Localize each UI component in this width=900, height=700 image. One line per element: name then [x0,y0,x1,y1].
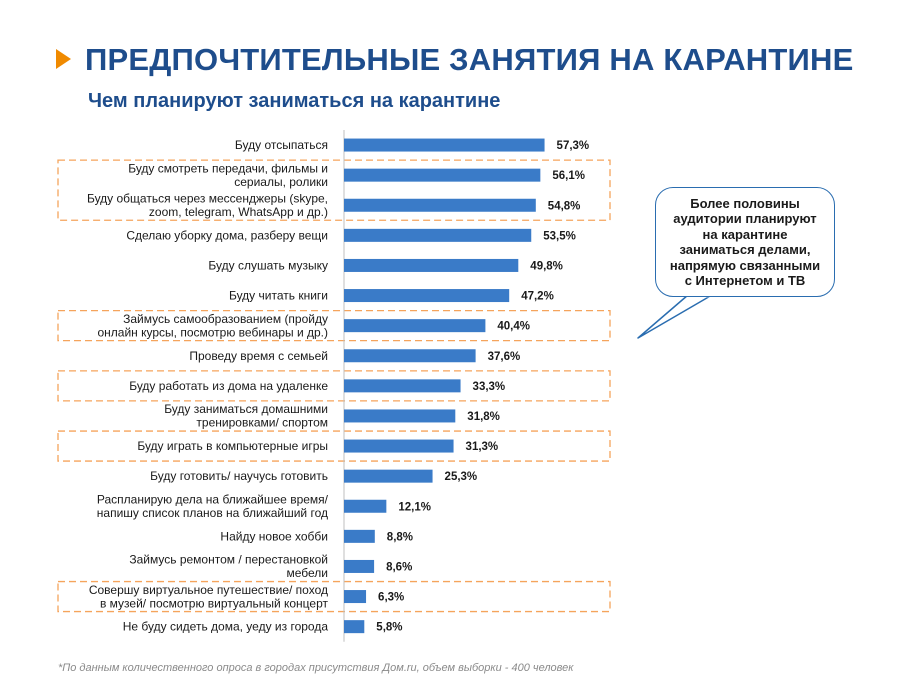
bar [344,469,433,483]
data-label: 31,8% [467,411,500,423]
category-label: напишу список планов на ближайший год [97,506,328,520]
category-label: Распланирую дела на ближайшее время/ [97,493,329,507]
category-label: Буду играть в компьютерные игры [137,439,328,453]
data-label: 47,2% [521,291,554,303]
bar [344,198,536,212]
data-label: 49,8% [530,260,563,272]
bar [344,439,454,453]
bar [344,409,456,423]
bar [344,138,545,152]
category-label: Буду работать из дома на удаленке [129,379,328,393]
highlight-box [57,309,611,342]
title-arrow-icon [56,49,71,69]
bar [344,228,532,242]
bar [344,559,375,573]
bar [344,319,486,333]
category-label: Буду отсыпаться [235,138,328,152]
category-label: Буду читать книги [229,289,328,303]
category-label: Займусь самообразованием (пройду [123,312,328,326]
data-label: 6,3% [378,592,404,604]
bar [344,379,461,393]
highlight-box [57,159,611,221]
category-label: Сделаю уборку дома, разберу вещи [126,228,328,242]
page-title: ПРЕДПОЧТИТЕЛЬНЫЕ ЗАНЯТИЯ НА КАРАНТИНЕ [85,42,854,77]
footnote: *По данным количественного опроса в горо… [58,662,574,674]
bar [344,349,476,363]
data-label: 57,3% [557,140,590,152]
data-label: 33,3% [473,381,506,393]
category-label: Буду общаться через мессенджеры (skype, [87,192,328,206]
category-label: Буду смотреть передачи, фильмы и [128,161,328,175]
data-label: 56,1% [552,170,585,182]
bar [344,590,367,604]
category-label: в музей/ посмотрю виртуальный концерт [100,596,329,610]
category-label: тренировками/ спортом [196,416,328,430]
data-label: 53,5% [543,230,576,242]
bar [344,620,365,634]
bar [344,168,541,182]
category-label: Найду новое хобби [220,529,328,543]
data-label: 5,8% [376,622,402,634]
data-label: 54,8% [548,200,581,212]
category-label: Совершу виртуальное путешествие/ поход [89,583,328,597]
category-label: Проведу время с семьей [189,349,328,363]
category-label: Не буду сидеть дома, уеду из города [123,620,329,634]
category-label: онлайн курсы, посмотрю вебинары и др.) [97,325,328,339]
category-label: Буду слушать музыку [208,258,328,272]
data-label: 25,3% [445,471,478,483]
page-subtitle: Чем планируют заниматься на карантине [88,90,501,112]
callout-tail [637,294,713,339]
callout-box: Более половины аудитории планируют на ка… [655,187,835,297]
data-label: 37,6% [488,351,521,363]
data-label: 12,1% [398,501,431,513]
bar [344,529,375,543]
bar [344,289,510,303]
highlight-box [57,370,611,402]
highlight-box [57,580,611,613]
category-label: Буду готовить/ научусь готовить [150,469,328,483]
data-label: 8,8% [387,531,413,543]
bar [344,499,387,513]
data-label: 40,4% [497,321,530,333]
category-label: мебели [286,566,328,580]
category-label: Буду заниматься домашними [164,402,328,416]
bar [344,258,519,272]
highlight-box [57,430,611,462]
category-label: zoom, telegram, WhatsApp и др.) [149,205,328,219]
data-label: 31,3% [466,441,499,453]
category-label: сериалы, ролики [234,175,328,189]
data-label: 8,6% [386,561,412,573]
category-label: Займусь ремонтом / перестановкой [129,553,328,567]
